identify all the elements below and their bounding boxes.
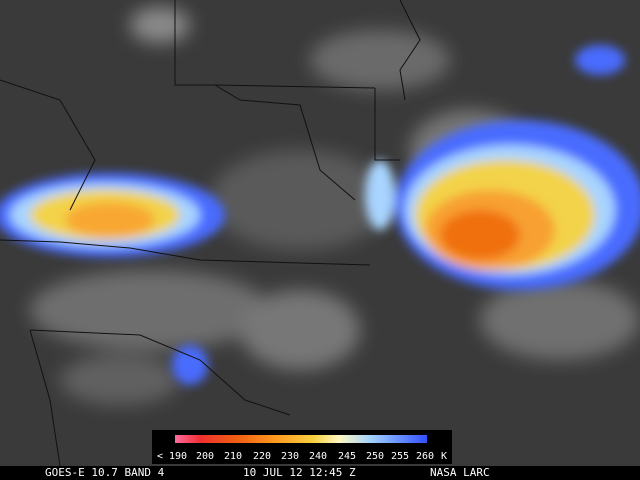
legend-tick: < 190 xyxy=(157,451,187,462)
legend-tick: 255 xyxy=(391,451,409,462)
caption-bar xyxy=(0,466,640,480)
legend: < 190 200 210 220 230 240 245 250 255 26… xyxy=(157,451,447,462)
legend-tick: 230 xyxy=(281,451,299,462)
legend-tick: 260 xyxy=(416,451,434,462)
legend-unit: K xyxy=(441,451,447,462)
cold-clouds xyxy=(0,45,640,385)
legend-tick: 240 xyxy=(309,451,327,462)
legend-tick: 250 xyxy=(366,451,384,462)
legend-tick: 200 xyxy=(196,451,214,462)
caption-source: NASA LARC xyxy=(430,466,490,479)
legend-tick: 210 xyxy=(224,451,242,462)
caption-satellite: GOES-E 10.7 BAND 4 xyxy=(45,466,165,479)
color-scale xyxy=(175,435,427,443)
gray-clouds xyxy=(30,7,640,405)
caption-time: 10 JUL 12 12:45 Z xyxy=(243,466,356,479)
state-borders xyxy=(0,0,421,467)
legend-tick: 220 xyxy=(253,451,271,462)
legend-tick: 245 xyxy=(338,451,356,462)
